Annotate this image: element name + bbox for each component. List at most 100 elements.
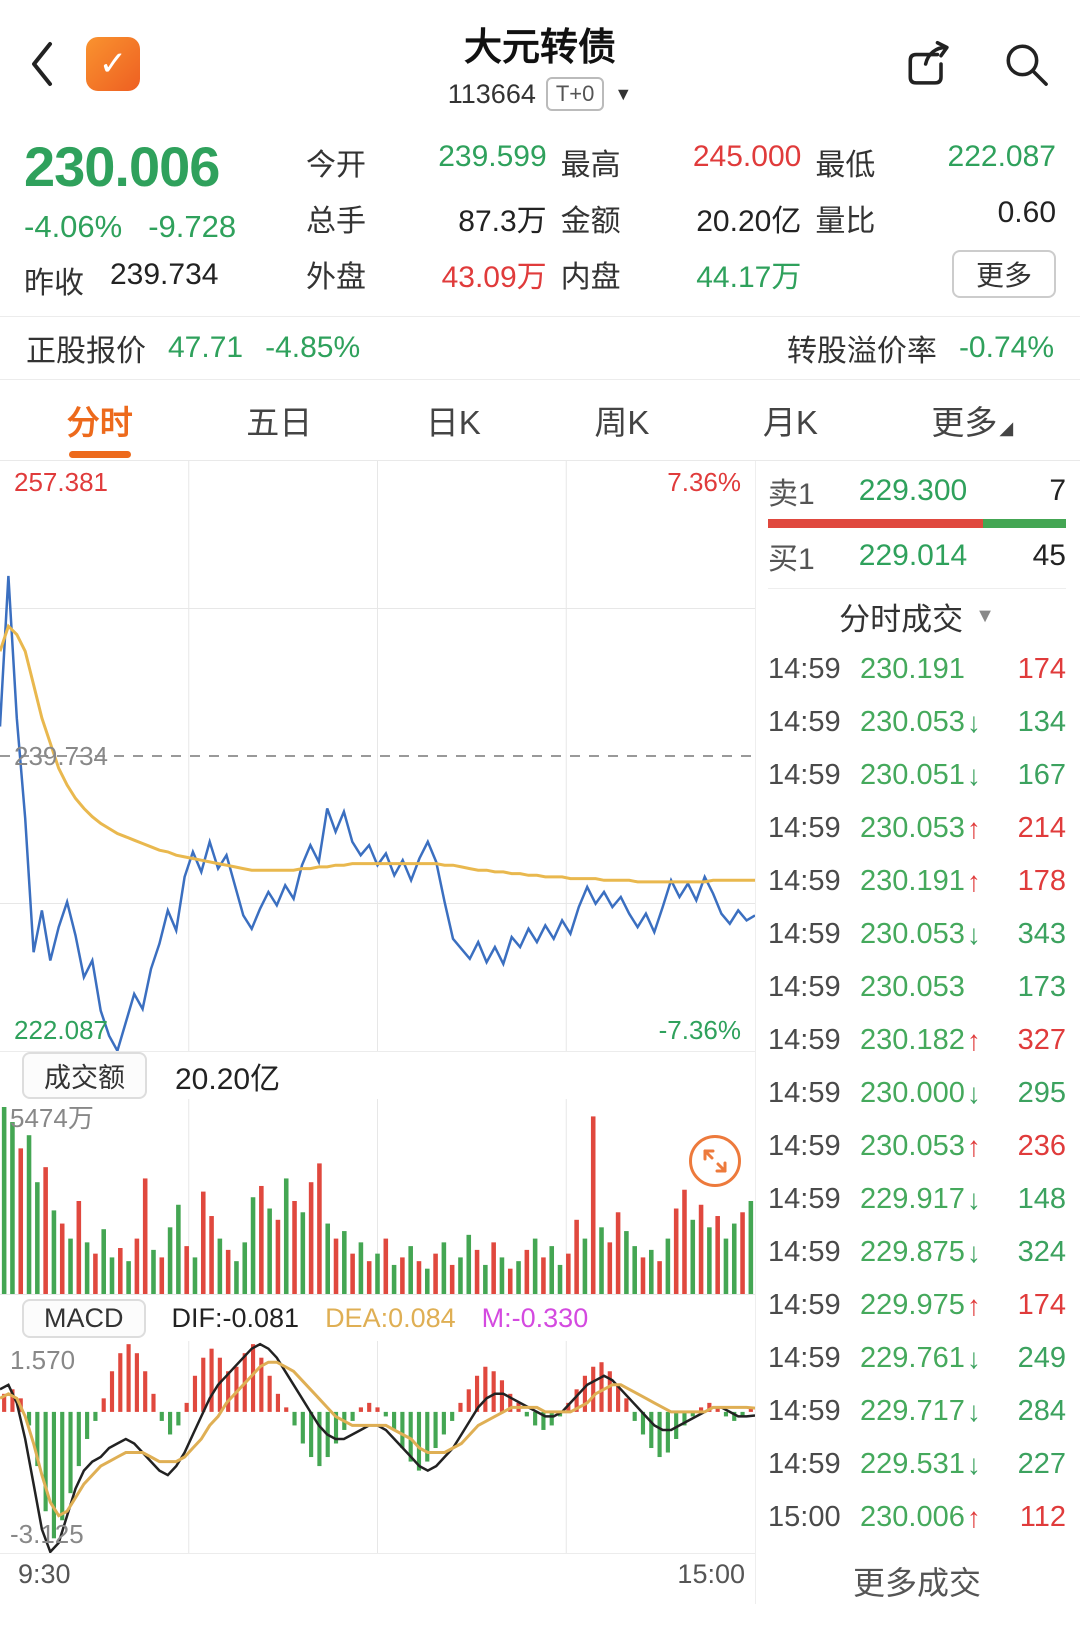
quote-field-3: 总手 87.3万	[292, 196, 547, 240]
quote-field-value: 20.20亿	[696, 205, 802, 238]
turnover-row: 成交额 20.20亿	[0, 1051, 755, 1099]
tick-row: 14:59 230.191 174	[768, 643, 1066, 696]
quote-field-label: 内盘	[560, 261, 621, 294]
down-arrow-icon: ↓	[966, 1236, 981, 1268]
title-caret-icon[interactable]: ▼	[614, 83, 633, 104]
tick-volume: 343	[1017, 918, 1066, 950]
tick-row: 14:59 229.761 ↓ 249	[768, 1332, 1066, 1385]
quote-field-label: 最高	[560, 149, 621, 182]
change-value: -9.728	[148, 208, 237, 244]
turnover-selector-button[interactable]: 成交额	[22, 1052, 147, 1099]
header: ✓ 大元转债 113664 T+0 ▼	[0, 0, 1080, 128]
tick-volume: 178	[1017, 865, 1066, 897]
up-arrow-icon: ↑	[966, 812, 981, 844]
tab-更多[interactable]: 更多 ◢	[931, 404, 1014, 441]
quote-field-label: 总手	[306, 205, 366, 238]
tick-time: 14:59	[768, 1236, 841, 1268]
sell1-volume: 7	[1049, 474, 1066, 507]
macd-selector-button[interactable]: MACD	[22, 1298, 146, 1338]
back-button[interactable]	[28, 34, 68, 94]
tick-volume: 249	[1017, 1342, 1066, 1374]
tick-volume: 227	[1017, 1448, 1066, 1480]
quote-field-value: 0.60	[997, 196, 1056, 229]
axis-start: 9:30	[18, 1559, 71, 1589]
premium-label: 转股溢价率	[786, 335, 937, 368]
more-quote-button[interactable]: 更多	[951, 250, 1056, 298]
app-logo-icon[interactable]: ✓	[86, 37, 140, 91]
volume-chart[interactable]: 5474万	[0, 1099, 755, 1295]
down-arrow-icon: ↓	[966, 706, 981, 738]
tick-price: 230.053	[860, 971, 965, 1003]
up-arrow-icon: ↑	[966, 1024, 981, 1056]
tick-price: 229.917	[860, 1183, 965, 1215]
down-arrow-icon: ↓	[966, 759, 981, 791]
quote-field-label: 量比	[815, 205, 876, 238]
tick-row: 14:59 229.717 ↓ 284	[768, 1385, 1066, 1438]
sell-ratio-segment	[768, 519, 983, 528]
period-tabs: 分时 五日 日K 周K 月K 更多 ◢	[0, 380, 1080, 460]
more-ticks-button[interactable]: 更多成交	[852, 1565, 981, 1601]
tick-row: 14:59 229.917 ↓ 148	[768, 1173, 1066, 1226]
tab-分时[interactable]: 分时	[61, 382, 139, 458]
down-arrow-icon: ↓	[966, 1448, 981, 1480]
tab-more-caret-icon: ◢	[999, 418, 1014, 438]
tick-time: 14:59	[768, 1395, 841, 1427]
change-percent: -4.06%	[24, 208, 123, 244]
buy1-volume: 45	[1032, 539, 1066, 572]
up-arrow-icon: ↑	[966, 1130, 981, 1162]
tick-price: 229.761	[860, 1342, 965, 1374]
expand-chart-button[interactable]	[689, 1135, 741, 1187]
tab-月K[interactable]: 月K	[762, 404, 818, 441]
tick-time: 14:59	[768, 1130, 841, 1162]
quote-field-value: 43.09万	[441, 261, 547, 294]
share-icon[interactable]	[902, 38, 954, 90]
tick-list-title: 分时成交	[839, 601, 964, 637]
timeshare-chart[interactable]: 257.381 7.36% 239.734 222.087 -7.36%	[0, 461, 755, 1051]
divider	[768, 588, 1066, 589]
tick-time: 15:00	[768, 1501, 841, 1533]
buy1-label: 买1	[768, 543, 815, 576]
quote-field-0: 今开 239.599	[292, 140, 547, 184]
tick-row: 14:59 230.053 ↑ 214	[768, 802, 1066, 855]
search-icon[interactable]	[1000, 38, 1052, 90]
tab-周K[interactable]: 周K	[594, 404, 650, 441]
tick-time: 14:59	[768, 865, 841, 897]
tick-price: 230.006	[860, 1501, 965, 1533]
tick-volume: 284	[1017, 1395, 1066, 1427]
sell1-row: 卖1 229.300 7	[768, 467, 1066, 515]
down-arrow-icon: ↓	[966, 918, 981, 950]
tick-price: 229.875	[860, 1236, 965, 1268]
quote-field-label: 金额	[560, 205, 621, 238]
expand-arrows-icon	[703, 1149, 727, 1173]
chart-zone: 257.381 7.36% 239.734 222.087 -7.36% 成交额…	[0, 461, 755, 1604]
macd-chart[interactable]: 1.570 -3.125	[0, 1341, 755, 1553]
axis-end: 15:00	[677, 1559, 745, 1589]
tick-price: 229.975	[860, 1289, 965, 1321]
tick-time: 14:59	[768, 918, 841, 950]
turnover-value: 20.20亿	[175, 1062, 281, 1096]
tick-time: 14:59	[768, 653, 841, 685]
quote-field-value: 239.599	[438, 140, 547, 173]
tab-日K[interactable]: 日K	[425, 404, 481, 441]
quote-field-value: 222.087	[947, 140, 1056, 173]
tick-row: 14:59 229.531 ↓ 227	[768, 1438, 1066, 1491]
tick-volume: 214	[1017, 812, 1066, 844]
buy1-price: 229.014	[858, 539, 968, 572]
tick-price: 230.191	[860, 865, 965, 897]
quote-field-value: 44.17万	[696, 261, 802, 294]
quote-grid: 今开 239.599 最高 245.000 最低 222.087 总手 87.3万 金额 20.2…	[292, 134, 1056, 302]
down-arrow-icon: ↓	[966, 1183, 981, 1215]
quote-field-value: 87.3万	[458, 205, 547, 238]
tick-volume: 173	[1017, 971, 1066, 1003]
tick-list-header[interactable]: 分时成交 ▼	[768, 589, 1066, 643]
tab-五日[interactable]: 五日	[246, 404, 313, 441]
quote-field-value: 245.000	[692, 140, 802, 173]
tick-row: 14:59 230.053 ↓ 134	[768, 696, 1066, 749]
sell1-price: 229.300	[858, 474, 968, 507]
tick-price: 229.717	[860, 1395, 965, 1427]
tick-volume: 327	[1017, 1024, 1066, 1056]
tick-time: 14:59	[768, 1342, 841, 1374]
tick-time: 14:59	[768, 812, 841, 844]
quote-field-label: 今开	[306, 149, 366, 182]
macd-m-value: M:-0.330	[481, 1302, 589, 1333]
